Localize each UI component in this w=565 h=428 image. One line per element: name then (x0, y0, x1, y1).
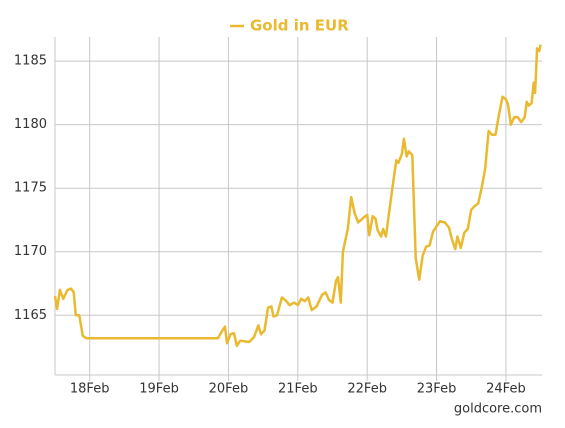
price-line (53, 44, 542, 348)
y-tick-label: 1165 (14, 308, 47, 323)
y-tick-label: 1180 (14, 117, 47, 132)
y-tick-label: 1185 (14, 54, 47, 69)
x-tick-label: 22Feb (347, 382, 387, 397)
x-tick-label: 24Feb (486, 382, 526, 397)
x-tick-label: 23Feb (417, 382, 457, 397)
y-tick-label: 1170 (14, 244, 47, 259)
y-tick-label: 1175 (14, 181, 47, 196)
x-tick-label: 20Feb (209, 382, 249, 397)
legend-label: Gold in EUR (250, 17, 349, 35)
x-tick-label: 18Feb (70, 382, 110, 397)
x-tick-label: 19Feb (139, 382, 179, 397)
credit: goldcore.com (454, 402, 542, 417)
x-tick-label: 21Feb (278, 382, 318, 397)
